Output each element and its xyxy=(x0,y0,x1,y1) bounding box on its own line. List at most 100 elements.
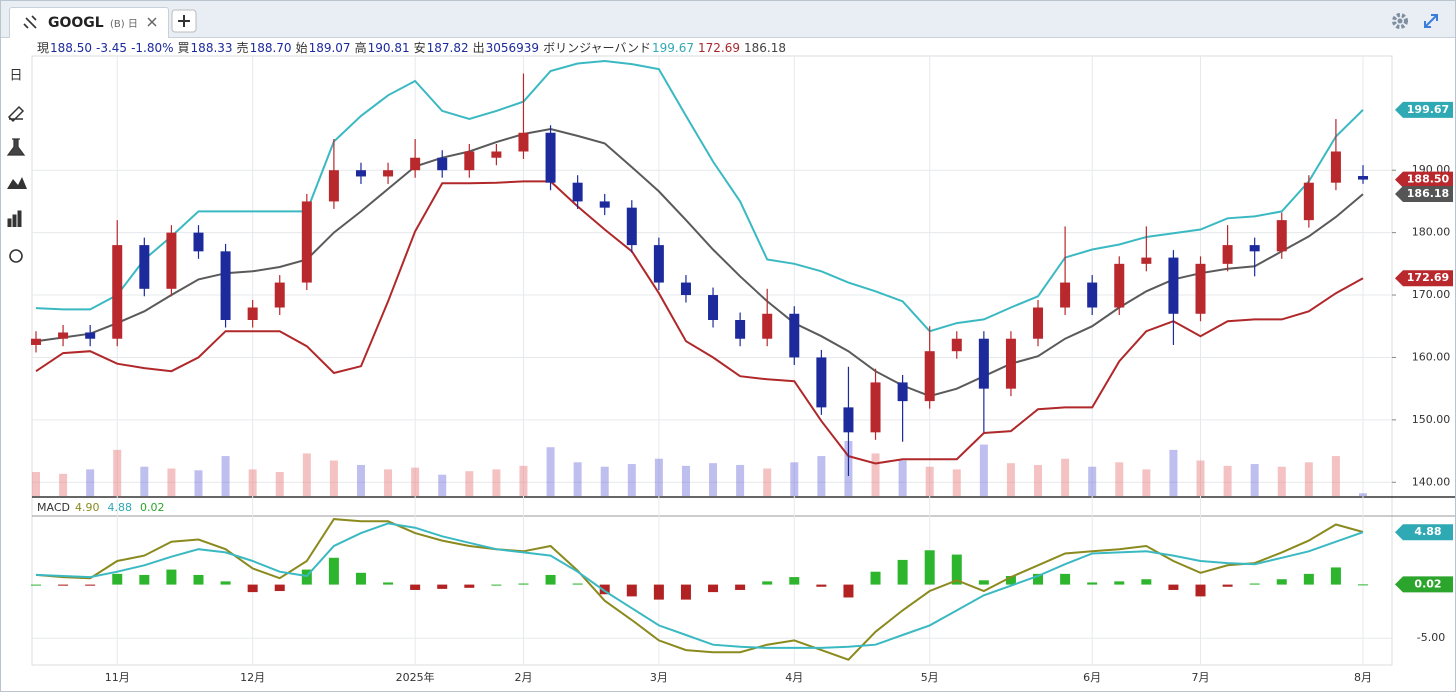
candle-body xyxy=(518,132,529,152)
bollinger-line xyxy=(35,59,1364,333)
candle-body xyxy=(31,338,41,345)
price-tag-label: 172.69 xyxy=(1407,271,1449,284)
quote-key: 現 xyxy=(37,41,50,55)
candle-body xyxy=(978,338,989,389)
volume-bar xyxy=(221,456,230,496)
candle-body xyxy=(545,132,556,183)
volume-bar xyxy=(356,464,365,496)
macd-title: MACD xyxy=(37,501,70,514)
macd-histogram xyxy=(383,582,394,585)
candle-body xyxy=(383,170,394,177)
macd-histogram xyxy=(85,584,96,586)
quote-value: 188.33 xyxy=(190,41,233,55)
volume-bar xyxy=(59,473,68,496)
candle-body xyxy=(735,320,746,339)
macd-histogram xyxy=(1141,579,1152,585)
y-tick-label: 180.00 xyxy=(1412,226,1451,239)
candle-body xyxy=(708,295,719,320)
tab-bar: GOOGL (B) 日 xyxy=(1,1,1455,38)
y-tick-label: 170.00 xyxy=(1412,288,1451,301)
macd-histogram xyxy=(816,584,827,587)
volume-bar xyxy=(1115,462,1124,496)
macd-histogram xyxy=(1303,573,1314,585)
volume-bar xyxy=(411,467,420,496)
candle-body xyxy=(599,201,610,208)
volume-bar xyxy=(492,469,501,496)
refresh[interactable] xyxy=(9,249,23,263)
macd-histogram xyxy=(31,584,41,586)
candle-body xyxy=(1330,151,1341,183)
candle-body xyxy=(1276,220,1287,252)
tab-content: GOOGL (B) 日 xyxy=(23,15,157,31)
expand[interactable] xyxy=(1424,14,1438,28)
tab-close[interactable] xyxy=(147,17,157,27)
candle-body xyxy=(789,313,800,358)
macd-histogram xyxy=(924,550,935,585)
volume-bar xyxy=(979,444,988,496)
chart-type[interactable] xyxy=(7,210,22,227)
macd-histogram xyxy=(1358,584,1368,586)
x-tick-label: 2月 xyxy=(514,671,532,684)
price-tag-label: 4.88 xyxy=(1414,525,1441,538)
volume-bar xyxy=(600,466,609,496)
volume-bar xyxy=(763,468,772,496)
settings[interactable] xyxy=(1392,13,1408,29)
quote-key: 買 xyxy=(177,41,190,55)
analysis-tool[interactable] xyxy=(6,138,26,156)
indicator-tool[interactable] xyxy=(7,177,27,189)
quote-key: 高 xyxy=(354,41,367,55)
quote-value: 188.50 xyxy=(50,41,93,55)
draw-tool[interactable] xyxy=(7,105,25,123)
price-tag-label: 188.50 xyxy=(1407,173,1450,186)
tab-symbol: GOOGL xyxy=(48,15,104,31)
macd-histogram xyxy=(1033,573,1044,585)
volume-bar xyxy=(898,460,907,496)
x-tick-label: 12月 xyxy=(240,671,265,684)
price-tag-label: 0.02 xyxy=(1414,577,1441,590)
price-tag-label: 199.67 xyxy=(1407,103,1449,116)
macd-histogram xyxy=(951,554,962,585)
x-tick-label: 7月 xyxy=(1192,671,1210,684)
macd-histogram xyxy=(626,584,637,597)
volume-bar xyxy=(709,463,718,496)
macd-histogram xyxy=(1060,573,1071,585)
macd-histogram xyxy=(789,577,800,585)
macd-histogram xyxy=(1168,584,1179,590)
macd-histogram xyxy=(572,583,583,585)
new-tab[interactable] xyxy=(171,9,197,33)
quote-value: 187.82 xyxy=(426,41,469,55)
macd-histogram xyxy=(328,557,339,585)
macd-histogram xyxy=(599,584,610,595)
candle-body xyxy=(816,357,827,408)
tab[interactable]: GOOGL (B) 日 xyxy=(9,7,169,38)
period-button[interactable]: 日 xyxy=(9,69,22,84)
macd-histogram xyxy=(843,584,854,598)
quote-key: 安 xyxy=(413,41,426,55)
tab-sub: (B) 日 xyxy=(110,19,138,30)
macd-histogram xyxy=(220,581,231,585)
x-tick-label: 6月 xyxy=(1083,671,1101,684)
candle-body xyxy=(274,282,285,308)
volume-bar xyxy=(140,466,149,496)
volume-bar xyxy=(736,464,745,496)
volume-bar xyxy=(384,469,393,496)
volume-bar xyxy=(1061,458,1070,496)
candle-body xyxy=(491,151,502,158)
candle-body xyxy=(112,245,123,339)
candle-body xyxy=(1249,245,1260,252)
macd-histogram xyxy=(1005,576,1016,585)
macd-legend-value: 4.88 xyxy=(108,501,133,514)
volume-bar xyxy=(113,449,122,496)
plot-frame xyxy=(31,55,1393,666)
price-tag xyxy=(1395,171,1453,188)
volume-bar xyxy=(86,469,95,496)
candle-body xyxy=(193,232,204,252)
bb-value: 186.18 xyxy=(743,41,786,55)
volume-bar xyxy=(519,465,528,496)
quote-value: -3.45 xyxy=(96,41,128,55)
x-tick-label: 11月 xyxy=(105,671,130,684)
candle-body xyxy=(762,313,773,339)
candle-body xyxy=(1222,245,1233,264)
